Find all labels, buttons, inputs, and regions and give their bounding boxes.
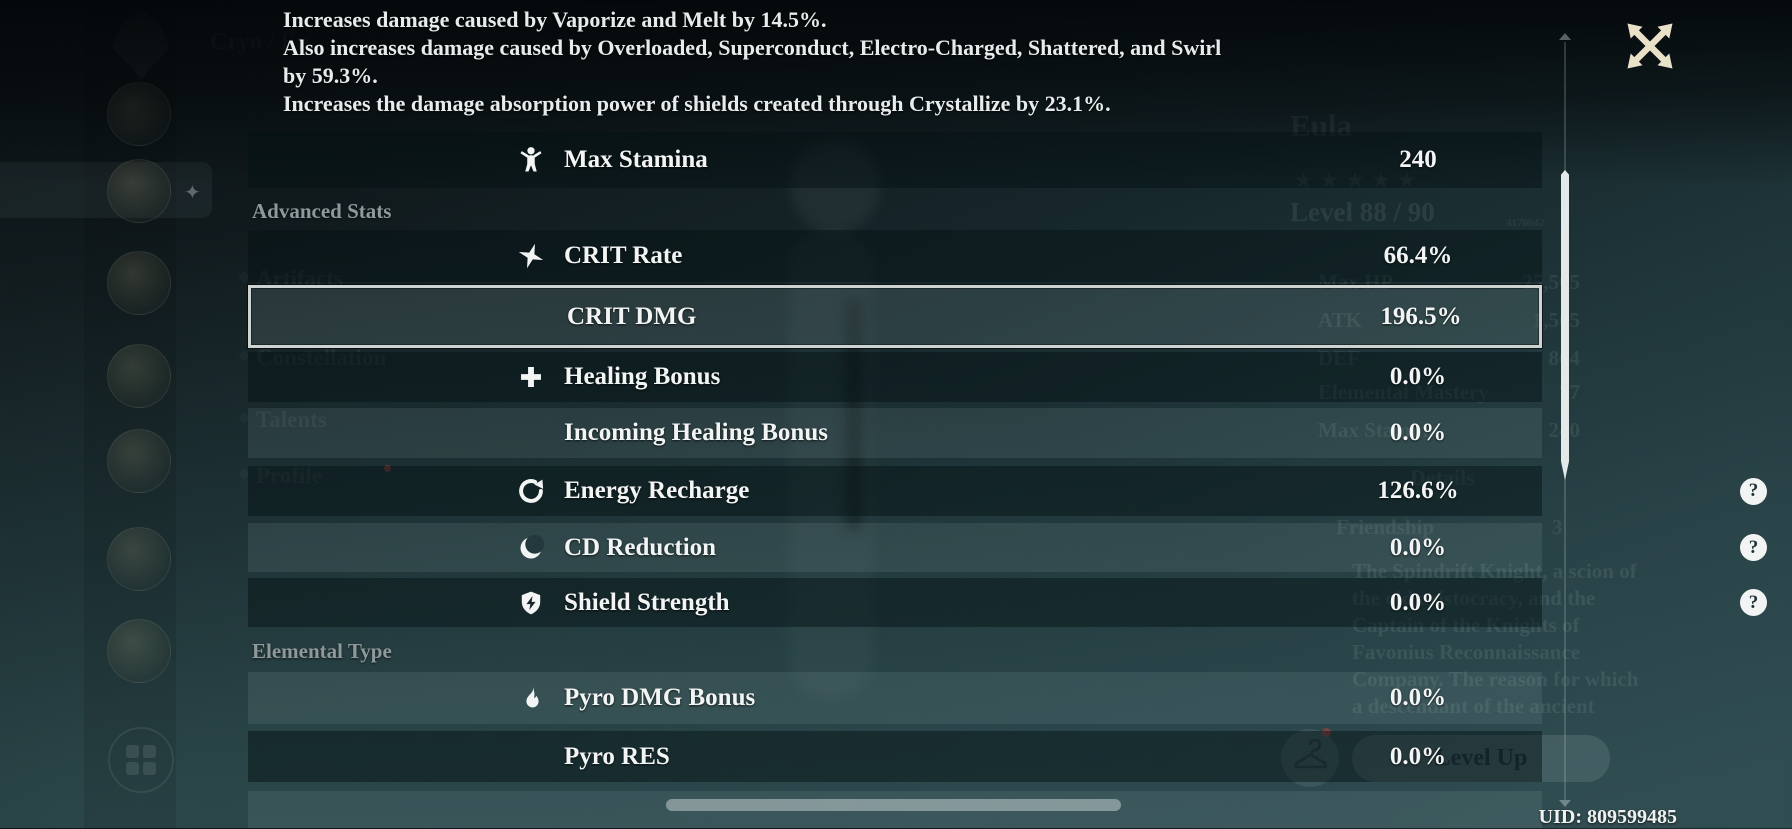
scrollbar-thumb[interactable] xyxy=(1561,170,1569,480)
stat-label: CRIT DMG xyxy=(567,302,697,330)
stat-label: Max Stamina xyxy=(564,146,708,173)
stat-value: 0.0% xyxy=(1389,363,1447,390)
section-header-elemental: Elemental Type xyxy=(252,639,392,663)
avatar xyxy=(107,527,171,591)
character-model-strap xyxy=(846,300,862,530)
tooltip-line: Increases the damage absorption power of… xyxy=(283,91,1111,116)
tooltip-line: Increases damage caused by Vaporize and … xyxy=(283,7,827,32)
stat-row-partial[interactable] xyxy=(248,791,1542,828)
stat-label: Pyro RES xyxy=(564,742,670,770)
shield-strength-icon xyxy=(512,590,550,616)
stat-label: Shield Strength xyxy=(564,588,730,616)
stat-value: 240 xyxy=(1399,146,1437,173)
stat-row-max-stamina[interactable]: Max Stamina 240 xyxy=(248,132,1542,188)
details-label: Details xyxy=(1410,465,1475,490)
stat-row-cd-reduction[interactable]: CD Reduction 0.0% ? xyxy=(248,523,1767,572)
stamina-icon xyxy=(512,145,550,175)
stat-row-healing-bonus[interactable]: Healing Bonus 0.0% xyxy=(248,352,1542,402)
hanger-icon xyxy=(1294,738,1327,769)
uid-label: UID: 809599485 xyxy=(1538,806,1677,828)
scroll-up-icon[interactable] xyxy=(1559,33,1571,40)
stat-value: 196.5% xyxy=(1380,302,1462,330)
avatar xyxy=(107,429,171,493)
stat-row-pyro-res[interactable]: Pyro RES 0.0% xyxy=(248,731,1542,782)
healing-bonus-icon xyxy=(512,364,550,390)
bg-stat-label: ATK xyxy=(1318,308,1362,332)
energy-recharge-icon xyxy=(512,477,550,505)
stat-row-incoming-healing-bonus[interactable]: Incoming Healing Bonus 0.0% xyxy=(248,408,1542,458)
stat-value: 0.0% xyxy=(1389,742,1447,770)
cd-reduction-icon xyxy=(512,534,550,562)
bg-stat-label: Max HP xyxy=(1318,270,1394,294)
pyro-icon xyxy=(512,685,550,712)
menu-item-talents: Talents xyxy=(256,407,327,432)
outfit-button xyxy=(1281,729,1339,787)
friendship-value: 3 xyxy=(1552,515,1563,539)
scroll-down-icon[interactable] xyxy=(1559,800,1571,807)
stat-row-crit-rate[interactable]: CRIT Rate 66.4% xyxy=(248,230,1542,282)
stat-value: 0.0% xyxy=(1389,533,1447,561)
avatar xyxy=(107,619,171,683)
top-shade xyxy=(0,0,1792,200)
stat-label: CD Reduction xyxy=(564,533,717,561)
character-level: Level 88 / 90 xyxy=(1290,197,1435,227)
character-exp: 4170042 xyxy=(1506,217,1545,229)
close-button[interactable] xyxy=(1620,16,1680,76)
avatar xyxy=(107,344,171,408)
stat-value: 0.0% xyxy=(1389,419,1447,446)
avatar xyxy=(107,251,171,315)
section-header-advanced: Advanced Stats xyxy=(252,199,392,223)
bg-stat-label: Elemental Mastery xyxy=(1318,380,1489,404)
stat-label: Pyro DMG Bonus xyxy=(564,684,756,711)
stat-row-energy-recharge[interactable]: Energy Recharge 126.6% ? xyxy=(248,466,1767,516)
crit-rate-icon xyxy=(512,242,550,270)
bg-stat-label: Max Stamina xyxy=(1318,418,1439,442)
friendship-label: Friendship xyxy=(1336,515,1435,539)
stat-label: Healing Bonus xyxy=(564,363,721,390)
stat-value: 0.0% xyxy=(1389,684,1447,711)
tooltip-line: by 59.3%. xyxy=(283,63,378,88)
profile-notification-dot xyxy=(384,465,391,472)
stat-value: 126.6% xyxy=(1377,477,1459,504)
bg-stat-label: DEF xyxy=(1318,346,1360,370)
drag-indicator[interactable] xyxy=(666,799,1121,811)
stat-row-pyro-dmg-bonus[interactable]: Pyro DMG Bonus 0.0% xyxy=(248,672,1542,724)
stat-label: Energy Recharge xyxy=(564,477,750,504)
character-model-body xyxy=(788,230,874,700)
menu-item-constellation: Constellation xyxy=(256,345,387,370)
party-grid-icon xyxy=(108,727,174,793)
stat-row-shield-strength[interactable]: Shield Strength 0.0% ? xyxy=(248,578,1767,627)
stat-value: 66.4% xyxy=(1383,242,1453,269)
stat-row-crit-dmg-selected[interactable]: CRIT DMG 196.5% xyxy=(248,285,1542,348)
help-icon[interactable]: ? xyxy=(1740,534,1767,561)
level-up-button: Level Up xyxy=(1352,735,1610,782)
stat-label: Incoming Healing Bonus xyxy=(564,419,828,446)
outfit-notification-dot xyxy=(1322,728,1331,737)
bg-stat-value: 25,505 xyxy=(1522,270,1580,294)
help-icon[interactable]: ? xyxy=(1740,477,1767,505)
stat-value: 0.0% xyxy=(1389,588,1447,616)
reaction-tooltip: Increases damage caused by Vaporize and … xyxy=(283,6,1383,118)
help-icon[interactable]: ? xyxy=(1740,589,1767,616)
menu-item-profile: Profile xyxy=(256,463,322,488)
character-bio: The Spindrift Knight, a scion of the old… xyxy=(1352,559,1639,718)
stat-label: CRIT Rate xyxy=(564,242,683,269)
tooltip-line: Also increases damage caused by Overload… xyxy=(283,35,1222,60)
close-icon xyxy=(1627,23,1673,69)
